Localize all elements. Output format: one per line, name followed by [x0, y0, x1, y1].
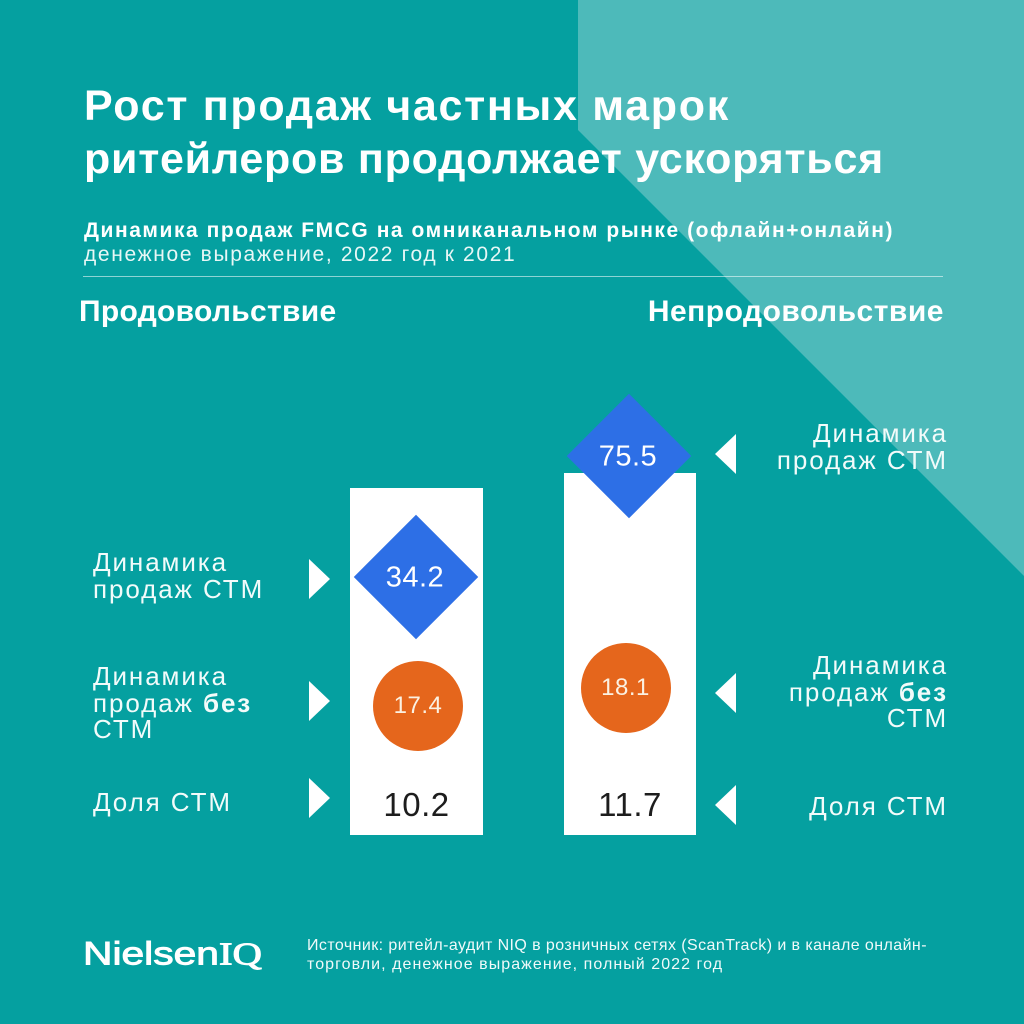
svg-text:NielsenIQ: Nielsen IQ: [83, 936, 262, 972]
